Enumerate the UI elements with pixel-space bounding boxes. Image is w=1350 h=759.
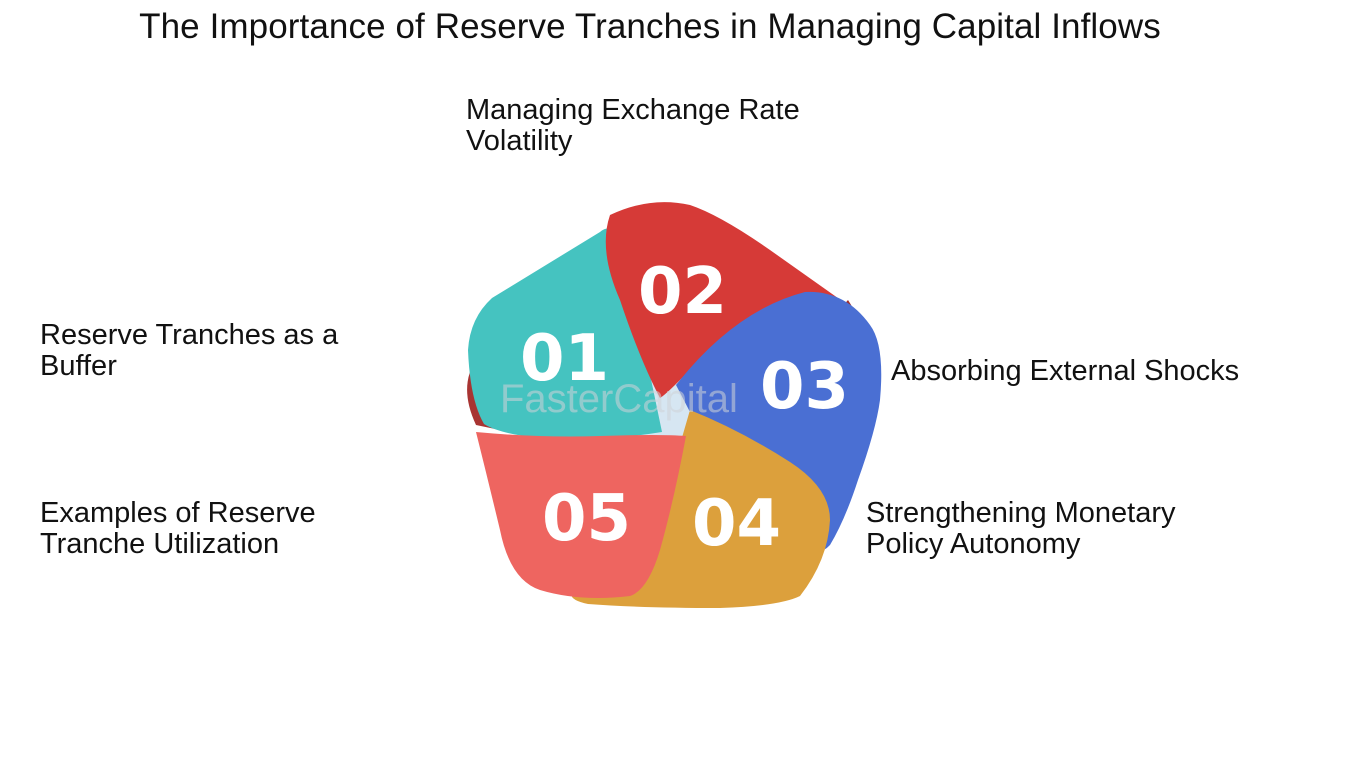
segment-number-05: 05 [542,482,631,556]
segment-number-03: 03 [760,350,849,424]
segment-number-01: 01 [520,322,609,396]
segment-02 [605,202,852,398]
segment-label-03: Absorbing External Shocks [891,355,1240,387]
segment-05 [476,432,686,598]
segment-number-04: 04 [692,487,781,561]
watermark: FasterCapital [500,377,738,421]
segment-label-01: Reserve Tranches as a Buffer [40,319,339,382]
segment-label-04: Strengthening Monetary Policy Autonomy [866,497,1176,560]
diagram-title: The Importance of Reserve Tranches in Ma… [139,7,1161,46]
segment-label-02: Managing Exchange Rate Volatility [466,94,800,157]
segment-03 [676,291,882,552]
segment-number-02: 02 [638,255,727,329]
segment-label-05: Examples of Reserve Tranche Utilization [40,497,316,560]
